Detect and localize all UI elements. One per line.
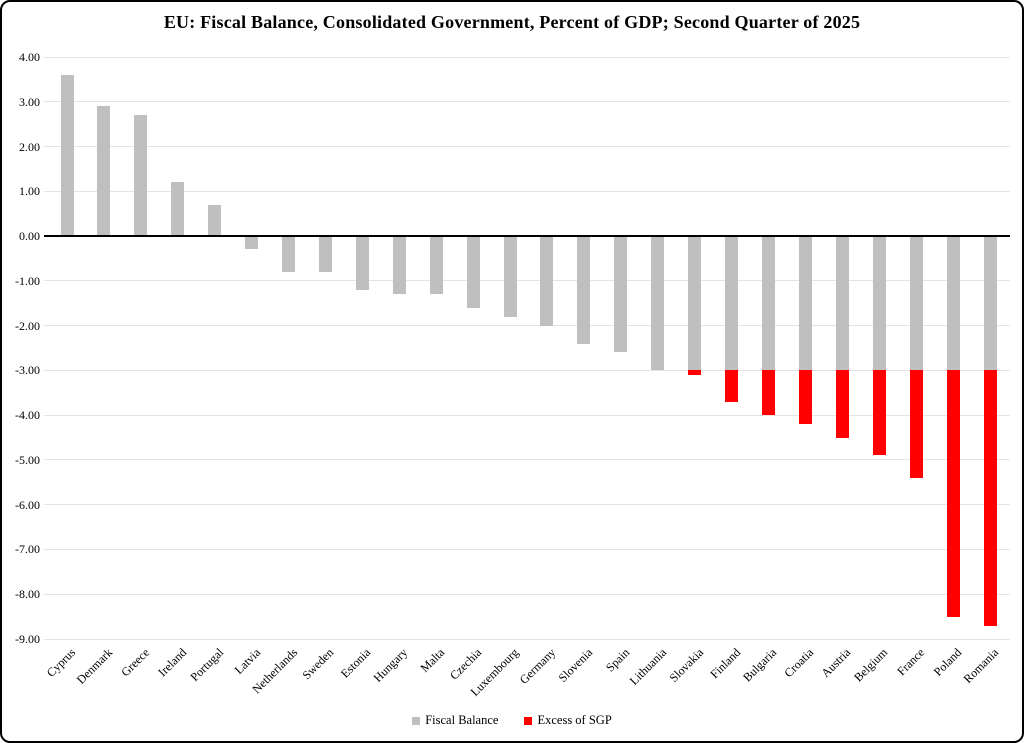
bar-luxembourg	[503, 236, 517, 317]
bar-czechia	[466, 236, 480, 308]
bar-romania	[983, 236, 997, 371]
gridline	[44, 638, 1010, 640]
bar-austria-excess	[835, 370, 849, 438]
bar-greece	[134, 115, 148, 237]
bar-belgium-excess	[872, 370, 886, 456]
bar-france-excess	[909, 370, 923, 478]
bar-bulgaria-excess	[761, 370, 775, 416]
bar-finland	[725, 236, 739, 371]
y-axis-label: -5.00	[15, 452, 40, 467]
legend-item-excess-of-sgp: Excess of SGP	[524, 713, 612, 728]
bar-denmark	[97, 106, 111, 237]
zero-axis-line	[44, 235, 1010, 238]
bar-romania-excess	[983, 370, 997, 626]
bar-sweden	[318, 236, 332, 272]
gridline	[44, 190, 1010, 192]
bar-belgium	[872, 236, 886, 371]
gridline	[44, 56, 1010, 58]
plot-area	[44, 56, 1010, 640]
y-axis-label: -6.00	[15, 497, 40, 512]
bar-slovenia	[577, 236, 591, 344]
bar-netherlands	[282, 236, 296, 272]
bar-cyprus	[60, 74, 74, 237]
bar-finland-excess	[725, 370, 739, 402]
y-axis-label: 3.00	[19, 94, 40, 109]
bar-portugal	[208, 204, 222, 237]
bar-estonia	[355, 236, 369, 290]
y-axis-label: 2.00	[19, 139, 40, 154]
legend-label-excess-of-sgp: Excess of SGP	[537, 713, 612, 727]
bar-latvia	[245, 236, 259, 250]
gridline	[44, 369, 1010, 371]
gridline	[44, 146, 1010, 148]
gridline	[44, 280, 1010, 282]
excess-of-sgp-swatch-icon	[524, 716, 533, 725]
y-axis-label: -8.00	[15, 587, 40, 602]
y-axis-label: -4.00	[15, 408, 40, 423]
y-axis-label: -7.00	[15, 542, 40, 557]
bar-germany	[540, 236, 554, 326]
gridline	[44, 325, 1010, 327]
bar-austria	[835, 236, 849, 371]
gridline	[44, 593, 1010, 595]
bar-france	[909, 236, 923, 371]
bar-croatia	[798, 236, 812, 371]
bar-spain	[614, 236, 628, 353]
y-axis-label: 0.00	[19, 229, 40, 244]
bar-ireland	[171, 182, 185, 237]
bar-slovakia-excess	[688, 370, 702, 375]
bar-slovakia	[688, 236, 702, 371]
legend-item-fiscal-balance: Fiscal Balance	[412, 713, 498, 728]
legend-label-fiscal-balance: Fiscal Balance	[425, 713, 499, 727]
gridline	[44, 414, 1010, 416]
gridline	[44, 548, 1010, 550]
bar-lithuania	[651, 236, 665, 371]
y-axis-label: 1.00	[19, 184, 40, 199]
bar-hungary	[392, 236, 406, 295]
bar-poland	[946, 236, 960, 371]
legend: Fiscal Balance Excess of SGP	[2, 713, 1022, 728]
gridline	[44, 504, 1010, 506]
bar-bulgaria	[761, 236, 775, 371]
gridline	[44, 459, 1010, 461]
bar-malta	[429, 236, 443, 295]
y-axis-label: -9.00	[15, 632, 40, 646]
bar-poland-excess	[946, 370, 960, 617]
gridline	[44, 101, 1010, 103]
y-axis-label: -3.00	[15, 363, 40, 378]
y-axis-label: -2.00	[15, 318, 40, 333]
y-axis-label: -1.00	[15, 273, 40, 288]
fiscal-balance-swatch-icon	[412, 716, 421, 725]
y-axis-label: 4.00	[19, 50, 40, 64]
chart-title: EU: Fiscal Balance, Consolidated Governm…	[163, 12, 861, 32]
bar-croatia-excess	[798, 370, 812, 425]
